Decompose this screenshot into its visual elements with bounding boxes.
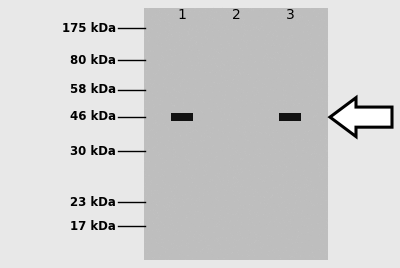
Text: 80 kDa: 80 kDa <box>70 54 116 67</box>
Text: 17 kDa: 17 kDa <box>70 220 116 233</box>
Text: 3: 3 <box>286 8 294 22</box>
Bar <box>144 8 328 260</box>
Text: 30 kDa: 30 kDa <box>70 145 116 158</box>
Text: 1: 1 <box>178 8 186 22</box>
Text: 23 kDa: 23 kDa <box>70 196 116 209</box>
Text: 58 kDa: 58 kDa <box>70 83 116 96</box>
Text: 175 kDa: 175 kDa <box>62 22 116 35</box>
Text: 46 kDa: 46 kDa <box>70 110 116 123</box>
Polygon shape <box>330 98 392 137</box>
Bar <box>279 113 301 121</box>
Bar <box>171 113 193 121</box>
Text: 2: 2 <box>232 8 240 22</box>
